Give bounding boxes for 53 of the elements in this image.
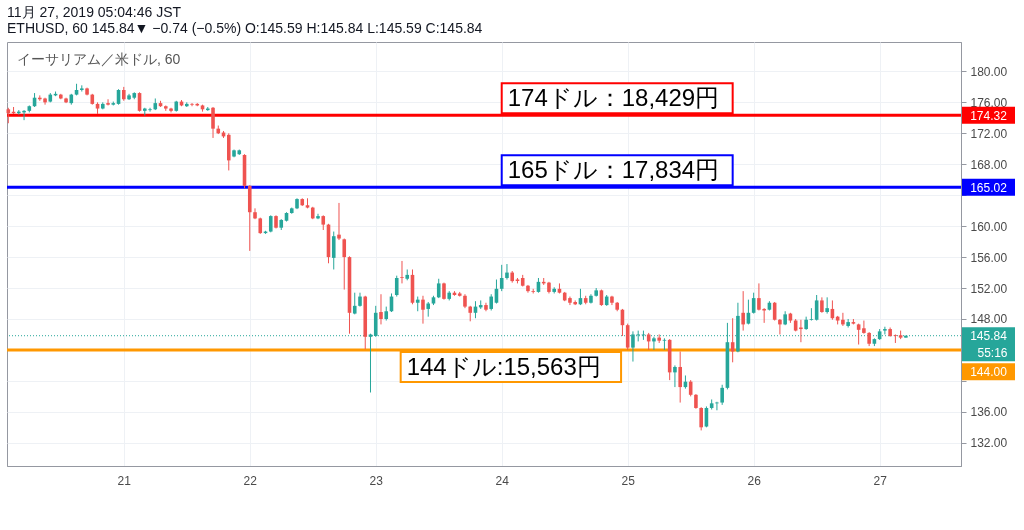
y-tick-label: 136.00 bbox=[970, 405, 1008, 420]
candlestick bbox=[778, 318, 782, 335]
x-tick-label: 22 bbox=[243, 473, 258, 488]
candlestick bbox=[499, 264, 504, 292]
y-tick-label: 148.00 bbox=[970, 312, 1008, 327]
chart-subtitle: ETHUSD, 60 145.84▼ −0.74 (−0.5%) O:145.59 H:145.84 L:145.59 C:145.84 bbox=[7, 20, 483, 36]
candlestick bbox=[379, 293, 383, 325]
candlestick bbox=[846, 318, 850, 328]
ref-line-label: 145.84 bbox=[970, 329, 1008, 344]
y-tick-label: 172.00 bbox=[970, 126, 1008, 141]
annotation: 174ドル：18,429円 bbox=[507, 84, 720, 112]
candlestick bbox=[342, 238, 347, 291]
candlestick bbox=[741, 290, 745, 332]
ref-line-label: 174.32 bbox=[970, 108, 1008, 123]
ref-line-label: 165.02 bbox=[970, 180, 1008, 195]
y-tick-label: 156.00 bbox=[970, 250, 1008, 265]
annotation: 165ドル：17,834円 bbox=[507, 156, 720, 184]
y-tick-label: 132.00 bbox=[970, 436, 1008, 451]
candlestick bbox=[421, 295, 425, 325]
candlestick bbox=[394, 275, 399, 298]
candlestick bbox=[809, 307, 814, 322]
ref-line-label: 144.00 bbox=[970, 365, 1008, 380]
y-tick-label: 180.00 bbox=[970, 64, 1008, 79]
candlestick bbox=[211, 106, 215, 139]
x-tick-label: 24 bbox=[495, 473, 510, 488]
text: 55:16 bbox=[977, 346, 1008, 361]
candlestick bbox=[720, 384, 724, 406]
x-tick-label: 26 bbox=[747, 473, 762, 488]
y-tick-label: 176.00 bbox=[970, 95, 1008, 110]
candlestick bbox=[841, 312, 845, 327]
candlestick bbox=[673, 364, 677, 388]
y-tick-label: 152.00 bbox=[970, 281, 1008, 296]
x-tick-label: 23 bbox=[369, 473, 384, 488]
candlestick bbox=[316, 213, 320, 220]
x-tick-label: 25 bbox=[621, 473, 636, 488]
candlestick bbox=[253, 207, 257, 220]
candlestick bbox=[678, 350, 682, 404]
candlestick bbox=[106, 98, 110, 106]
x-tick-label: 27 bbox=[873, 473, 888, 488]
annotation: イーサリアム／米ドル, 60 bbox=[17, 51, 181, 67]
candlestick bbox=[862, 320, 866, 335]
candlestick bbox=[699, 406, 703, 431]
y-tick-label: 168.00 bbox=[970, 157, 1008, 172]
candlestick bbox=[400, 260, 404, 284]
x-tick-label: 21 bbox=[117, 473, 132, 488]
candlestick bbox=[331, 231, 336, 270]
annotation: 144ドル:15,563円 bbox=[406, 352, 601, 380]
candlestick bbox=[662, 337, 667, 351]
candlestick bbox=[505, 263, 509, 281]
candlestick bbox=[337, 202, 341, 241]
candlestick bbox=[436, 278, 441, 299]
chart-title: 11月 27, 2019 05:04:46 JST bbox=[7, 4, 182, 20]
y-tick-label: 160.00 bbox=[970, 219, 1008, 234]
